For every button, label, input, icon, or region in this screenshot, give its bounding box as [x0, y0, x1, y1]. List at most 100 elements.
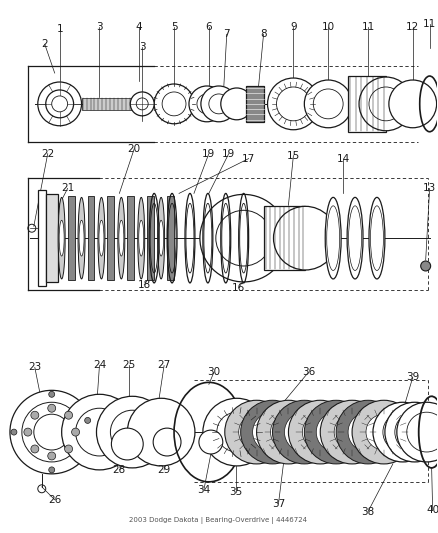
Circle shape — [52, 96, 67, 112]
Circle shape — [188, 86, 224, 122]
Ellipse shape — [117, 197, 124, 279]
Bar — [245, 86, 263, 122]
Circle shape — [202, 398, 270, 466]
Circle shape — [267, 78, 318, 130]
Circle shape — [304, 400, 367, 464]
Bar — [38, 190, 46, 286]
Circle shape — [240, 400, 304, 464]
Text: 6: 6 — [205, 22, 212, 33]
Circle shape — [288, 400, 351, 464]
Text: 38: 38 — [360, 507, 374, 516]
Bar — [147, 196, 154, 280]
Circle shape — [31, 411, 39, 419]
Circle shape — [313, 89, 343, 119]
Ellipse shape — [346, 197, 362, 279]
Circle shape — [130, 92, 154, 116]
Circle shape — [216, 412, 256, 452]
Text: 11: 11 — [360, 22, 374, 33]
Circle shape — [201, 86, 236, 122]
Circle shape — [10, 390, 93, 474]
Circle shape — [273, 206, 336, 270]
Text: 19: 19 — [222, 149, 235, 159]
Circle shape — [284, 412, 324, 452]
Circle shape — [252, 412, 292, 452]
Circle shape — [64, 445, 72, 453]
Ellipse shape — [348, 206, 361, 270]
Circle shape — [384, 402, 438, 462]
Bar — [167, 196, 173, 280]
Circle shape — [256, 400, 320, 464]
Circle shape — [347, 412, 387, 452]
Ellipse shape — [99, 220, 104, 256]
Text: 13: 13 — [422, 183, 435, 193]
Ellipse shape — [138, 220, 143, 256]
Text: 24: 24 — [92, 360, 106, 370]
Ellipse shape — [158, 220, 163, 256]
Circle shape — [302, 414, 337, 450]
Text: 29: 29 — [157, 465, 170, 475]
Text: 19: 19 — [202, 149, 215, 159]
Circle shape — [11, 429, 17, 435]
Ellipse shape — [58, 197, 65, 279]
Text: 2: 2 — [41, 39, 48, 49]
Text: 30: 30 — [207, 367, 220, 377]
Circle shape — [368, 87, 402, 121]
Text: 17: 17 — [241, 154, 254, 164]
Text: 26: 26 — [48, 495, 61, 505]
Circle shape — [48, 404, 56, 412]
Circle shape — [127, 398, 194, 466]
Ellipse shape — [325, 197, 340, 279]
Text: 20: 20 — [127, 144, 141, 154]
Circle shape — [320, 400, 383, 464]
Circle shape — [224, 400, 288, 464]
Circle shape — [394, 412, 434, 452]
Ellipse shape — [326, 206, 339, 270]
Circle shape — [85, 417, 90, 423]
Text: 18: 18 — [137, 280, 151, 290]
Text: 22: 22 — [41, 149, 54, 159]
Bar — [127, 196, 134, 280]
Text: 9: 9 — [290, 22, 296, 33]
Circle shape — [111, 428, 143, 460]
Circle shape — [153, 428, 180, 456]
Ellipse shape — [157, 197, 164, 279]
Ellipse shape — [79, 220, 84, 256]
Circle shape — [220, 88, 252, 120]
Circle shape — [75, 408, 123, 456]
Text: 15: 15 — [286, 151, 299, 160]
Circle shape — [197, 94, 216, 114]
Bar — [107, 196, 114, 280]
Circle shape — [336, 400, 399, 464]
Circle shape — [215, 211, 271, 266]
Circle shape — [365, 414, 401, 450]
Text: 27: 27 — [157, 360, 170, 370]
Text: 11: 11 — [422, 19, 435, 29]
Circle shape — [48, 452, 56, 460]
Bar — [46, 195, 57, 282]
Circle shape — [270, 414, 306, 450]
Circle shape — [406, 412, 438, 452]
Circle shape — [315, 412, 355, 452]
Bar — [81, 98, 136, 110]
Text: 34: 34 — [197, 485, 210, 495]
Circle shape — [304, 80, 351, 128]
Circle shape — [61, 394, 137, 470]
Circle shape — [71, 428, 79, 436]
Circle shape — [110, 410, 154, 454]
Circle shape — [396, 402, 438, 462]
Circle shape — [199, 195, 287, 282]
Circle shape — [22, 402, 81, 462]
Ellipse shape — [138, 197, 145, 279]
Ellipse shape — [98, 197, 105, 279]
Text: 28: 28 — [113, 465, 126, 475]
Bar — [67, 196, 74, 280]
Text: 4: 4 — [136, 22, 142, 33]
Circle shape — [49, 467, 55, 473]
Text: 3: 3 — [96, 22, 102, 33]
Circle shape — [136, 98, 148, 110]
Circle shape — [38, 82, 81, 126]
Bar — [263, 206, 305, 270]
Ellipse shape — [119, 220, 124, 256]
Circle shape — [276, 87, 310, 121]
Text: 25: 25 — [122, 360, 136, 370]
